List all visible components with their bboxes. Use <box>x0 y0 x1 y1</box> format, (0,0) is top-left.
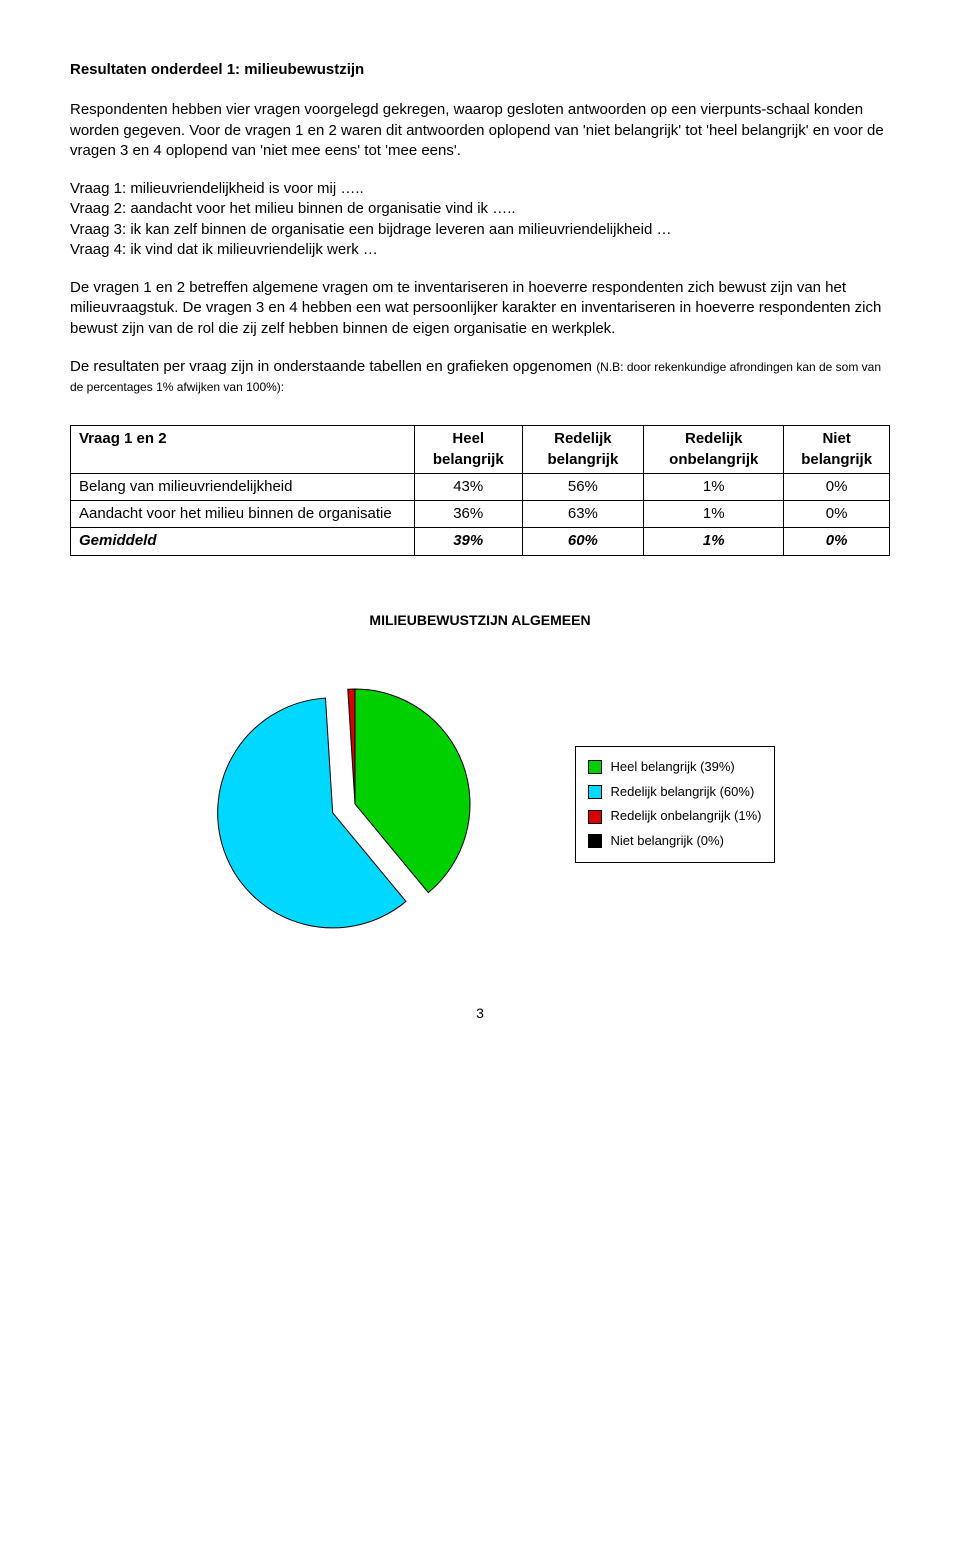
table-row: Belang van milieuvriendelijkheid 43% 56%… <box>71 473 890 500</box>
legend-swatch <box>588 760 602 774</box>
table-cell: 0% <box>784 501 890 528</box>
chart-legend: Heel belangrijk (39%)Redelijk belangrijk… <box>575 746 774 863</box>
legend-label: Niet belangrijk (0%) <box>610 829 723 854</box>
question-2: Vraag 2: aandacht voor het milieu binnen… <box>70 199 890 219</box>
table-cell: 36% <box>414 501 522 528</box>
table-cell: 0% <box>784 528 890 555</box>
table-avg-label: Gemiddeld <box>71 528 415 555</box>
pie-svg <box>185 644 525 964</box>
pie-slice <box>348 689 355 804</box>
table-row-label: Belang van milieuvriendelijkheid <box>71 473 415 500</box>
table-col-3: Niet belangrijk <box>784 426 890 474</box>
legend-item: Redelijk onbelangrijk (1%) <box>588 804 761 829</box>
table-head-label: Vraag 1 en 2 <box>71 426 415 474</box>
table-cell: 1% <box>644 473 784 500</box>
table-col-2: Redelijk onbelangrijk <box>644 426 784 474</box>
results-note: De resultaten per vraag zijn in ondersta… <box>70 357 890 398</box>
table-row-label: Aandacht voor het milieu binnen de organ… <box>71 501 415 528</box>
table-cell: 1% <box>644 528 784 555</box>
page-number: 3 <box>70 1004 890 1023</box>
table-cell: 60% <box>522 528 644 555</box>
pie-chart: Heel belangrijk (39%)Redelijk belangrijk… <box>70 644 890 964</box>
table-cell: 43% <box>414 473 522 500</box>
results-table: Vraag 1 en 2 Heel belangrijk Redelijk be… <box>70 425 890 555</box>
chart-title: MILIEUBEWUSTZIJN ALGEMEEN <box>70 611 890 630</box>
legend-label: Heel belangrijk (39%) <box>610 755 734 780</box>
table-col-1: Redelijk belangrijk <box>522 426 644 474</box>
table-row: Aandacht voor het milieu binnen de organ… <box>71 501 890 528</box>
legend-swatch <box>588 785 602 799</box>
legend-item: Niet belangrijk (0%) <box>588 829 761 854</box>
table-cell: 63% <box>522 501 644 528</box>
legend-label: Redelijk onbelangrijk (1%) <box>610 804 761 829</box>
table-cell: 0% <box>784 473 890 500</box>
intro-paragraph: Respondenten hebben vier vragen voorgele… <box>70 100 890 161</box>
question-1: Vraag 1: milieuvriendelijkheid is voor m… <box>70 179 890 199</box>
legend-item: Heel belangrijk (39%) <box>588 755 761 780</box>
legend-item: Redelijk belangrijk (60%) <box>588 780 761 805</box>
legend-label: Redelijk belangrijk (60%) <box>610 780 754 805</box>
table-col-0: Heel belangrijk <box>414 426 522 474</box>
question-4: Vraag 4: ik vind dat ik milieuvriendelij… <box>70 240 890 260</box>
legend-swatch <box>588 834 602 848</box>
table-row-average: Gemiddeld 39% 60% 1% 0% <box>71 528 890 555</box>
paragraph-2: De vragen 1 en 2 betreffen algemene vrag… <box>70 278 890 339</box>
table-cell: 39% <box>414 528 522 555</box>
section-title: Resultaten onderdeel 1: milieubewustzijn <box>70 60 890 80</box>
table-cell: 1% <box>644 501 784 528</box>
legend-swatch <box>588 810 602 824</box>
table-cell: 56% <box>522 473 644 500</box>
results-note-main: De resultaten per vraag zijn in ondersta… <box>70 358 596 375</box>
question-3: Vraag 3: ik kan zelf binnen de organisat… <box>70 220 890 240</box>
question-list: Vraag 1: milieuvriendelijkheid is voor m… <box>70 179 890 260</box>
